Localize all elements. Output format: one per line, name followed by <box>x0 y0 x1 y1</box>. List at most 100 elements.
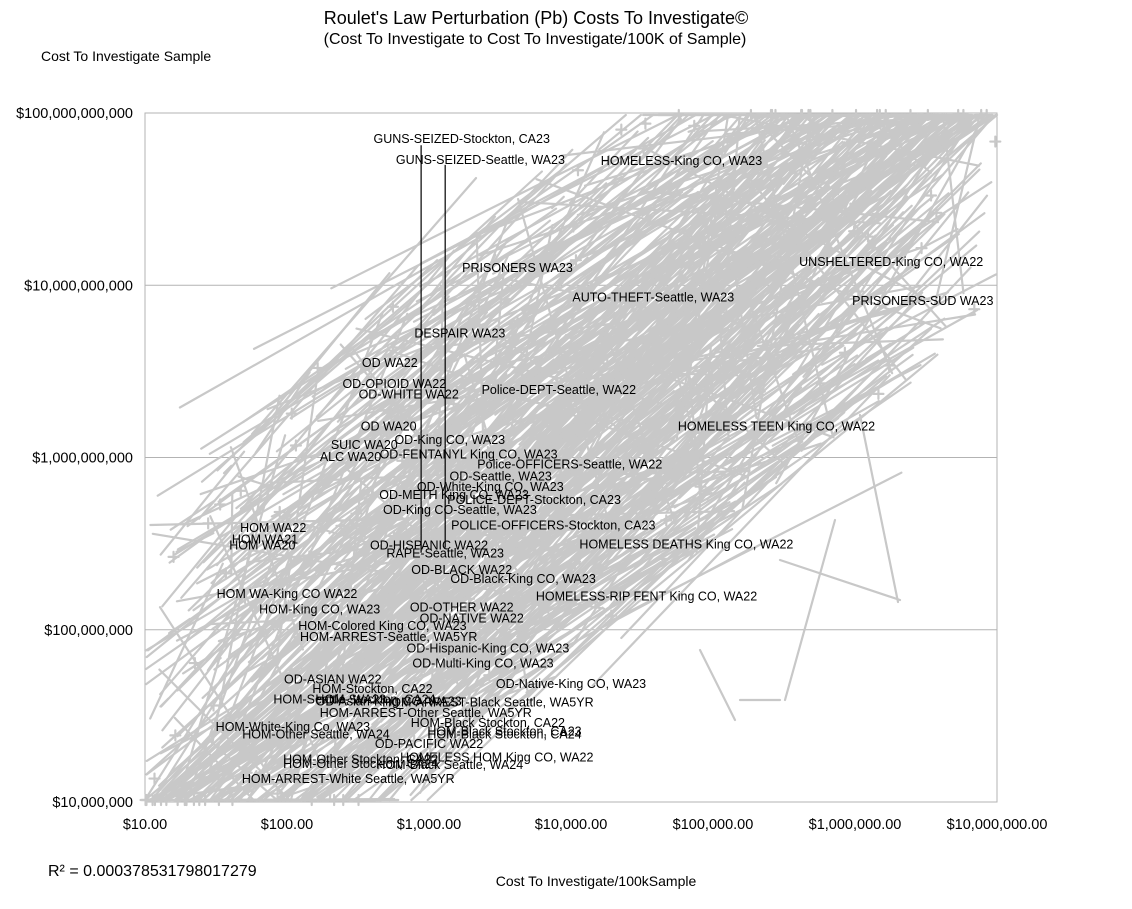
series-point <box>848 225 861 238</box>
data-label: HOM WA22 <box>240 521 306 535</box>
series-segment <box>460 328 730 542</box>
series-segment <box>525 335 801 627</box>
series-segment <box>426 500 450 676</box>
series-point <box>567 220 580 233</box>
series-point <box>627 463 640 476</box>
y-tick-label: $100,000,000 <box>44 623 133 639</box>
data-label: SUIC WA20 <box>331 438 398 452</box>
series-point <box>219 567 232 580</box>
data-label: OD-NATIVE WA22 <box>420 612 524 626</box>
series-point <box>188 656 201 670</box>
data-label: OD-Hispanic-King CO, WA23 <box>407 642 570 656</box>
series-point <box>980 108 993 122</box>
series-point <box>873 131 886 144</box>
series-segment <box>428 260 445 780</box>
series-point <box>546 440 560 453</box>
series-segment <box>158 668 291 802</box>
series-segment <box>294 245 667 688</box>
series-point <box>289 439 303 452</box>
series-point <box>278 599 292 612</box>
series-segment <box>778 558 902 602</box>
series-segment <box>533 500 737 613</box>
series-point <box>924 189 938 202</box>
series-point <box>952 108 965 122</box>
series-segment <box>625 350 763 434</box>
series-point <box>335 519 348 532</box>
series-point <box>447 397 460 411</box>
series-point <box>350 507 363 520</box>
series-point <box>360 746 374 759</box>
series-segment <box>379 365 687 649</box>
series-segment <box>583 113 816 187</box>
series-segment <box>364 169 563 320</box>
series-segment <box>645 311 892 370</box>
series-segment <box>161 223 743 749</box>
data-label: HOMELESS DEATHS King CO, WA22 <box>579 537 793 551</box>
data-label: HOMELESS-King CO, WA23 <box>601 154 762 168</box>
data-label: HOM-ARREST-White Seattle, WA5YR <box>242 772 455 786</box>
x-tick-label: $10,000.00 <box>535 817 608 833</box>
series-point <box>311 361 324 375</box>
series-segment <box>144 428 523 652</box>
series-point <box>240 766 253 779</box>
data-label: OD-Asian-King CO, WA23 <box>316 694 462 708</box>
series-segment <box>784 204 913 326</box>
data-label: HOM-Black Stockton, CA22 <box>411 716 565 730</box>
data-label: PRISONERS WA23 <box>462 261 573 275</box>
series-segment <box>478 530 726 694</box>
series-segment <box>375 241 683 420</box>
data-label: OD-PACIFIC WA22 <box>375 737 483 751</box>
series-point <box>677 292 691 306</box>
series-point <box>656 552 669 566</box>
data-label: OD-Multi-King CO, WA23 <box>412 657 553 671</box>
series-point <box>180 793 193 807</box>
series-point <box>338 768 351 782</box>
series-point <box>590 372 603 385</box>
series-segment <box>720 178 758 419</box>
series-segment <box>345 214 945 802</box>
series-segment <box>579 276 827 513</box>
data-label: OD-Seattle, WA23 <box>450 469 552 483</box>
series-segment <box>424 113 946 624</box>
series-point <box>462 592 476 605</box>
series-segment <box>352 277 820 731</box>
marker-layer <box>420 145 446 553</box>
x-tick-label: $10,000,000.00 <box>947 817 1048 833</box>
series-point <box>478 428 491 441</box>
series-segment <box>509 278 657 311</box>
series-point <box>271 787 284 800</box>
series-segment <box>538 113 806 313</box>
series-point <box>826 108 839 122</box>
y-axis-label: Cost To Investigate Sample <box>41 48 211 64</box>
series-segment <box>237 475 278 490</box>
series-point <box>193 793 206 807</box>
series-segment <box>820 213 935 303</box>
series-point <box>602 154 615 167</box>
series-point <box>614 361 627 375</box>
series-point <box>167 550 180 563</box>
series-segment <box>598 113 643 151</box>
data-label: HOM-King CO, WA23 <box>259 602 380 616</box>
series-point <box>376 619 389 633</box>
series-point <box>763 199 776 212</box>
series-segment <box>331 475 539 589</box>
tick-layer: $10.00 $100.00 $1,000.00 $10,000.00 $100,000… <box>16 106 1047 833</box>
series-point <box>605 609 618 622</box>
series-point <box>439 745 452 759</box>
series-point <box>769 108 782 122</box>
series-segment <box>269 301 494 541</box>
series-segment <box>263 272 391 428</box>
data-label: OD-OPIOID WA22 <box>342 377 446 391</box>
series-segment <box>378 230 981 802</box>
series-segment <box>678 304 884 500</box>
data-label: HOM-Black Stockton, CA24 <box>427 727 581 741</box>
series-point <box>849 108 863 122</box>
series-segment <box>199 245 927 496</box>
series-point <box>633 298 646 311</box>
data-label: OD-White-King CO, WA23 <box>417 480 564 494</box>
series-segment <box>158 606 287 802</box>
series-point <box>207 699 220 712</box>
series-point <box>968 303 981 316</box>
data-label: AUTO-THEFT-Seattle, WA23 <box>572 291 734 305</box>
